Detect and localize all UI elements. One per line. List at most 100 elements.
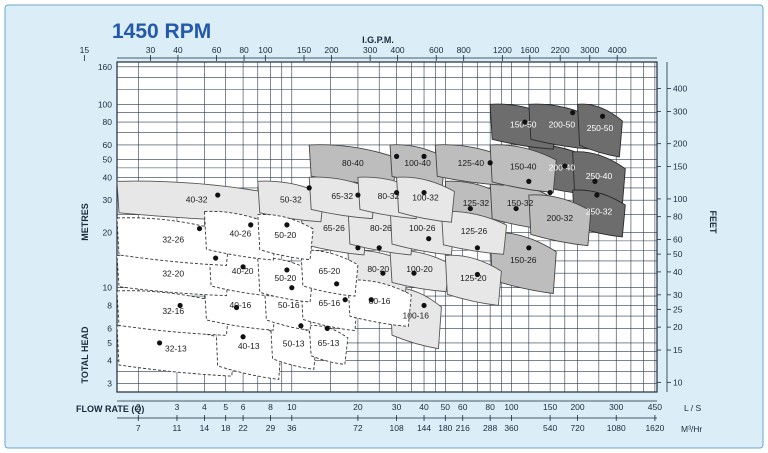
- x-tick-label-primary: 50: [441, 402, 451, 412]
- y-axis-right-unit: FEET: [708, 210, 718, 234]
- pump-model-label: 100-40: [404, 158, 431, 168]
- y-tick-label-left: 8: [107, 300, 112, 310]
- pump-model-label: 80-40: [342, 158, 364, 168]
- x-tick-label-secondary: 360: [504, 423, 518, 433]
- pump-region: [440, 210, 508, 255]
- pump-model-label: 50-16: [278, 300, 300, 310]
- pump-model-label: 32-16: [162, 306, 184, 316]
- y-tick-label-left: 4: [107, 356, 112, 366]
- best-efficiency-point: [284, 267, 290, 273]
- y-axis-left-unit: METRES: [80, 203, 90, 241]
- best-efficiency-point: [562, 163, 568, 169]
- pump-region: [489, 231, 557, 295]
- top-tick-label: 200: [324, 45, 338, 55]
- pump-model-label: 32-26: [162, 234, 184, 244]
- pump-model-label: 65-32: [331, 191, 353, 201]
- best-efficiency-point: [248, 222, 254, 228]
- best-efficiency-point: [284, 222, 290, 228]
- x-tick-label-primary: 60: [458, 402, 468, 412]
- best-efficiency-point: [487, 160, 493, 166]
- x-tick-label-secondary: 720: [570, 423, 584, 433]
- pump-region: [308, 325, 349, 365]
- y-tick-label-right: 300: [673, 106, 687, 116]
- best-efficiency-point: [467, 205, 473, 212]
- best-efficiency-point: [393, 189, 400, 196]
- pump-model-label: 50-32: [280, 195, 302, 205]
- y-tick-label-right: 400: [673, 83, 687, 93]
- x-tick-label-secondary: 108: [390, 423, 404, 433]
- best-efficiency-point: [570, 110, 576, 116]
- top-tick-label: 60: [212, 45, 222, 55]
- x-tick-label-primary: 100: [504, 402, 518, 412]
- top-tick-label: 4000: [608, 45, 627, 55]
- x-tick-label-primary: 300: [609, 402, 623, 412]
- x-tick-label-primary: 20: [353, 402, 363, 412]
- best-efficiency-point: [355, 245, 361, 251]
- best-efficiency-point: [522, 119, 528, 125]
- pump-model-label: 50-20: [275, 230, 297, 240]
- pump-model-label: 65-20: [319, 266, 341, 276]
- pump-model-label: 150-32: [507, 198, 534, 208]
- pump-model-label: 32-20: [162, 269, 184, 279]
- y-tick-label-right: 50: [673, 249, 683, 259]
- best-efficiency-point: [526, 245, 532, 251]
- pump-region: [347, 279, 412, 327]
- best-efficiency-point: [474, 271, 481, 278]
- pump-region: [444, 254, 502, 306]
- top-tick-label: 600: [429, 45, 443, 55]
- y-tick-label-left: 3: [107, 379, 112, 389]
- y-tick-label-right: 10: [673, 377, 683, 387]
- pump-region: [528, 194, 592, 247]
- pump-region: [300, 249, 359, 297]
- top-tick-label: 300: [363, 45, 377, 55]
- pump-region: [257, 214, 314, 261]
- pump-model-label: 40-26: [229, 228, 251, 238]
- y-tick-label-left: 10: [103, 283, 113, 293]
- best-efficiency-point: [215, 192, 221, 198]
- pump-model-label: 250-32: [586, 206, 613, 216]
- pump-model-label: 150-40: [510, 161, 537, 171]
- y-tick-label-right: 100: [673, 194, 687, 204]
- pump-region: [257, 257, 314, 303]
- pump-model-label: 250-40: [586, 171, 613, 181]
- top-tick-label: 150: [297, 45, 311, 55]
- top-tick-label: 30: [146, 45, 156, 55]
- best-efficiency-point: [368, 297, 374, 303]
- best-efficiency-point: [334, 281, 340, 287]
- top-tick-label: 1200: [493, 45, 512, 55]
- pump-model-label: 65-26: [323, 223, 345, 233]
- x-axis-secondary-unit: M³/Hr: [681, 424, 702, 434]
- best-efficiency-point: [355, 192, 361, 198]
- y-tick-label-left: 60: [103, 140, 113, 150]
- best-efficiency-point: [298, 323, 304, 329]
- pump-model-label: 125-26: [461, 226, 488, 236]
- y-tick-label-right: 20: [673, 322, 683, 332]
- pump-region: [577, 103, 623, 158]
- top-tick-label: 2200: [551, 45, 570, 55]
- y-tick-label-left: 30: [103, 195, 113, 205]
- best-efficiency-point: [421, 189, 427, 196]
- x-tick-label-primary: 40: [419, 402, 429, 412]
- top-tick-label: 1600: [520, 45, 539, 55]
- y-tick-label-left: 40: [103, 172, 113, 182]
- best-efficiency-point: [599, 113, 606, 119]
- x-tick-label-secondary: 18: [221, 423, 231, 433]
- x-tick-label-secondary: 11: [173, 423, 182, 433]
- best-efficiency-point: [156, 340, 163, 346]
- x-tick-label-primary: 6: [241, 402, 246, 412]
- best-efficiency-point: [240, 334, 246, 340]
- top-tick-label: 15: [80, 45, 90, 55]
- best-efficiency-point: [196, 225, 203, 232]
- y-tick-label-right: 150: [673, 162, 687, 172]
- y-tick-label-right: 25: [673, 304, 683, 314]
- pump-region: [434, 144, 508, 186]
- top-tick-label: 100: [258, 45, 272, 55]
- pump-region: [116, 290, 230, 336]
- x-tick-label-primary: 30: [392, 402, 402, 412]
- y-tick-label-left: 5: [107, 338, 112, 348]
- pump-model-label: 40-16: [229, 300, 251, 310]
- x-tick-label-primary: 2: [136, 402, 141, 412]
- best-efficiency-point: [380, 270, 386, 276]
